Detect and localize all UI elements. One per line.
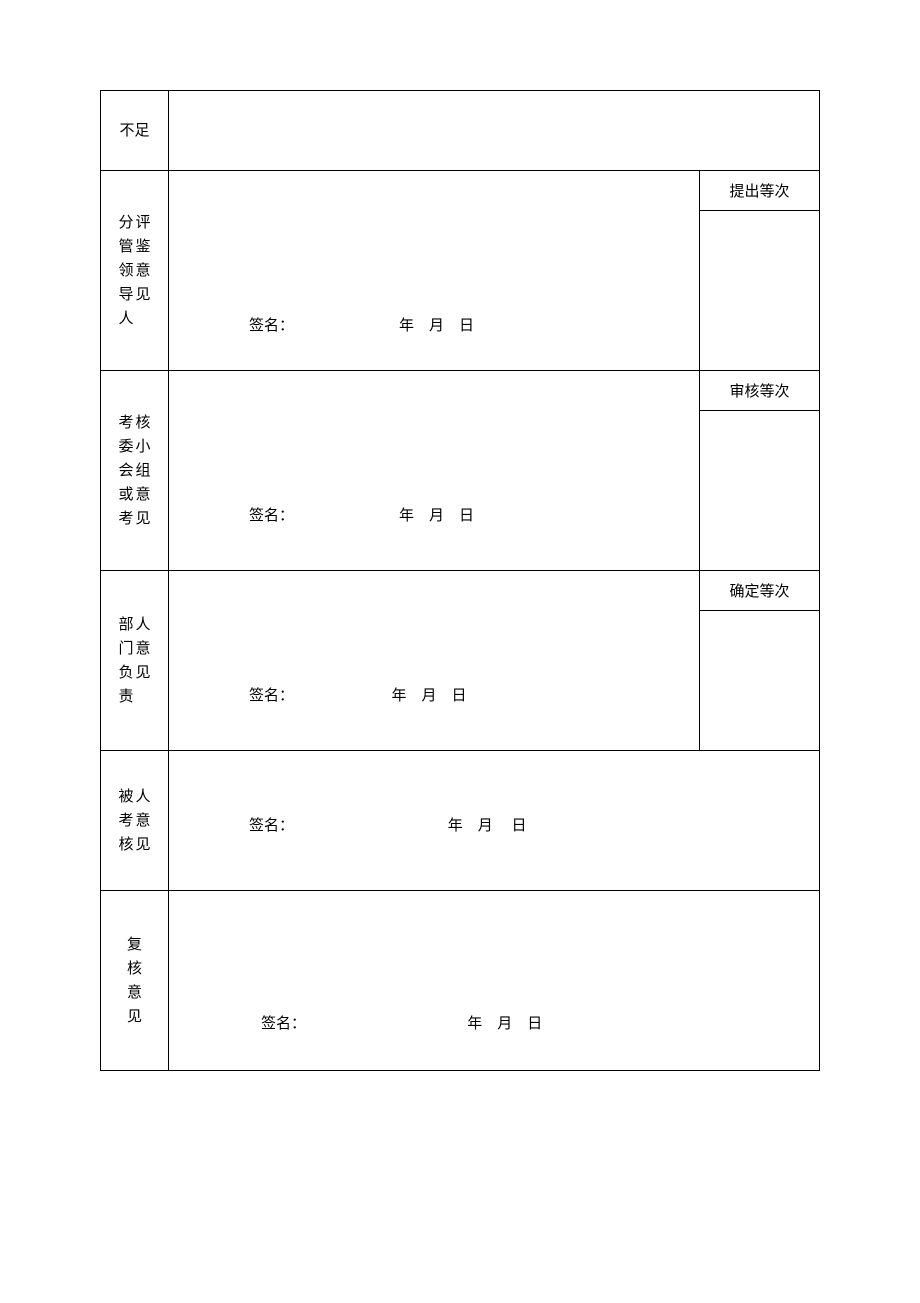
grade-body-committee[interactable] [700, 411, 820, 571]
content-review[interactable]: 签名： 年 月 日 [169, 891, 820, 1071]
grade-header-text: 确定等次 [729, 584, 789, 600]
sig-prefix: 签名： [249, 818, 294, 834]
content-dept[interactable]: 签名： 年 月 日 [169, 571, 700, 751]
sig-prefix: 签名： [261, 1016, 306, 1032]
sig-prefix: 签名： [249, 318, 294, 334]
row-shortcoming: 不足 [101, 91, 820, 171]
content-shortcoming[interactable] [169, 91, 820, 171]
label-leader-text: 分 管 领 导 人 评 鉴 意 见 [103, 211, 166, 331]
label-dept: 部 门 负 责 人 意 见 [101, 571, 169, 751]
assessment-form-table: 不足 分 管 领 导 人 评 鉴 意 见 [100, 90, 820, 1071]
grade-header-committee: 审核等次 [700, 371, 820, 411]
sig-prefix: 签名： [249, 508, 294, 524]
date-text: 年 月 日 [399, 508, 474, 524]
grade-header-text: 提出等次 [729, 184, 789, 200]
label-shortcoming: 不足 [101, 91, 169, 171]
grade-body-dept[interactable] [700, 611, 820, 751]
label-assessed-text: 被 考 核 人 意 见 [103, 785, 166, 857]
row-dept: 部 门 负 责 人 意 见 签名： 年 月 日 确定等 [101, 571, 820, 611]
signature-line-leader: 签名： 年 月 日 [219, 297, 474, 352]
label-dept-text: 部 门 负 责 人 意 见 [103, 613, 166, 709]
signature-line-assessed: 签名： 年 月 日 [219, 797, 527, 852]
label-assessed: 被 考 核 人 意 见 [101, 751, 169, 891]
row-assessed: 被 考 核 人 意 见 签名： 年 月 日 [101, 751, 820, 891]
signature-line-committee: 签名： 年 月 日 [219, 487, 474, 542]
label-text: 不足 [119, 123, 149, 139]
row-leader: 分 管 领 导 人 评 鉴 意 见 签名： 年 月 日 [101, 171, 820, 211]
grade-header-text: 审核等次 [729, 384, 789, 400]
date-text: 年 月 日 [467, 1016, 542, 1032]
content-assessed[interactable]: 签名： 年 月 日 [169, 751, 820, 891]
label-review: 复 核 意 见 [101, 891, 169, 1071]
signature-line-review: 签名： 年 月 日 [231, 995, 542, 1050]
sig-prefix: 签名： [249, 688, 294, 704]
label-committee: 考 委 会 或 考 核 小 组 意 见 [101, 371, 169, 571]
grade-body-leader[interactable] [700, 211, 820, 371]
row-committee: 考 委 会 或 考 核 小 组 意 见 签名： [101, 371, 820, 411]
content-committee[interactable]: 签名： 年 月 日 [169, 371, 700, 571]
label-leader: 分 管 领 导 人 评 鉴 意 见 [101, 171, 169, 371]
signature-line-dept: 签名： 年 月 日 [219, 667, 467, 722]
grade-header-leader: 提出等次 [700, 171, 820, 211]
date-text: 年 月 日 [448, 818, 527, 834]
label-review-text: 复 核 意 见 [103, 933, 166, 1029]
grade-header-dept: 确定等次 [700, 571, 820, 611]
row-review: 复 核 意 见 签名： 年 月 日 [101, 891, 820, 1071]
content-leader[interactable]: 签名： 年 月 日 [169, 171, 700, 371]
label-committee-text: 考 委 会 或 考 核 小 组 意 见 [103, 411, 166, 531]
date-text: 年 月 日 [392, 688, 467, 704]
date-text: 年 月 日 [399, 318, 474, 334]
